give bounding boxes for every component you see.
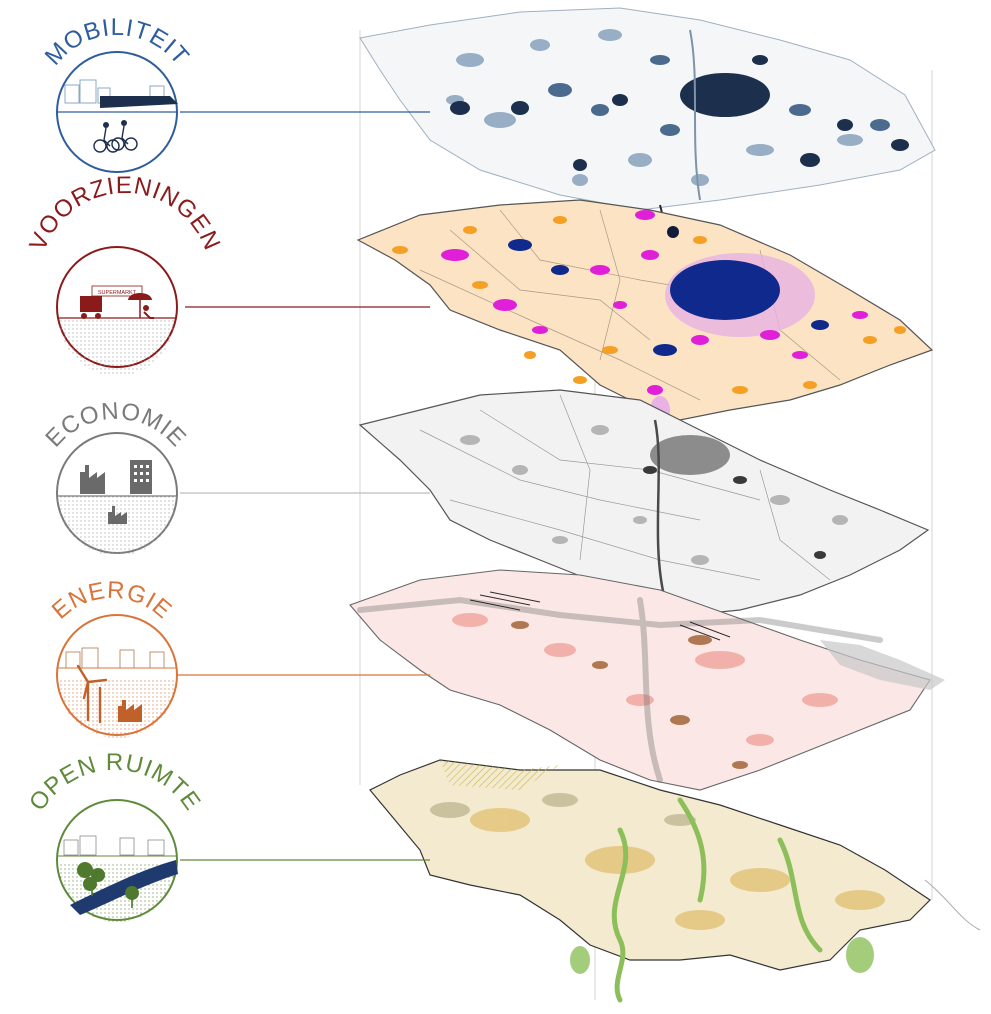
- energy-icon: [56, 614, 178, 738]
- mobility-icon: [56, 51, 178, 173]
- facilities-icon: SUPERMARKT: [56, 246, 178, 376]
- layer-title-voorzieningen: VOORZIENINGEN: [24, 172, 225, 255]
- map-layer-voorzieningen: [356, 199, 934, 424]
- supermarket-sign: SUPERMARKT: [98, 290, 137, 296]
- map-layer-energie: [349, 569, 945, 791]
- economy-icon: [56, 432, 178, 556]
- map-layer-economie: [358, 389, 930, 616]
- open-space-icon: [56, 799, 178, 922]
- connector-lines: [178, 111, 430, 861]
- map-layer-open-ruimte: [369, 759, 981, 1003]
- map-layer-mobiliteit: [359, 7, 936, 226]
